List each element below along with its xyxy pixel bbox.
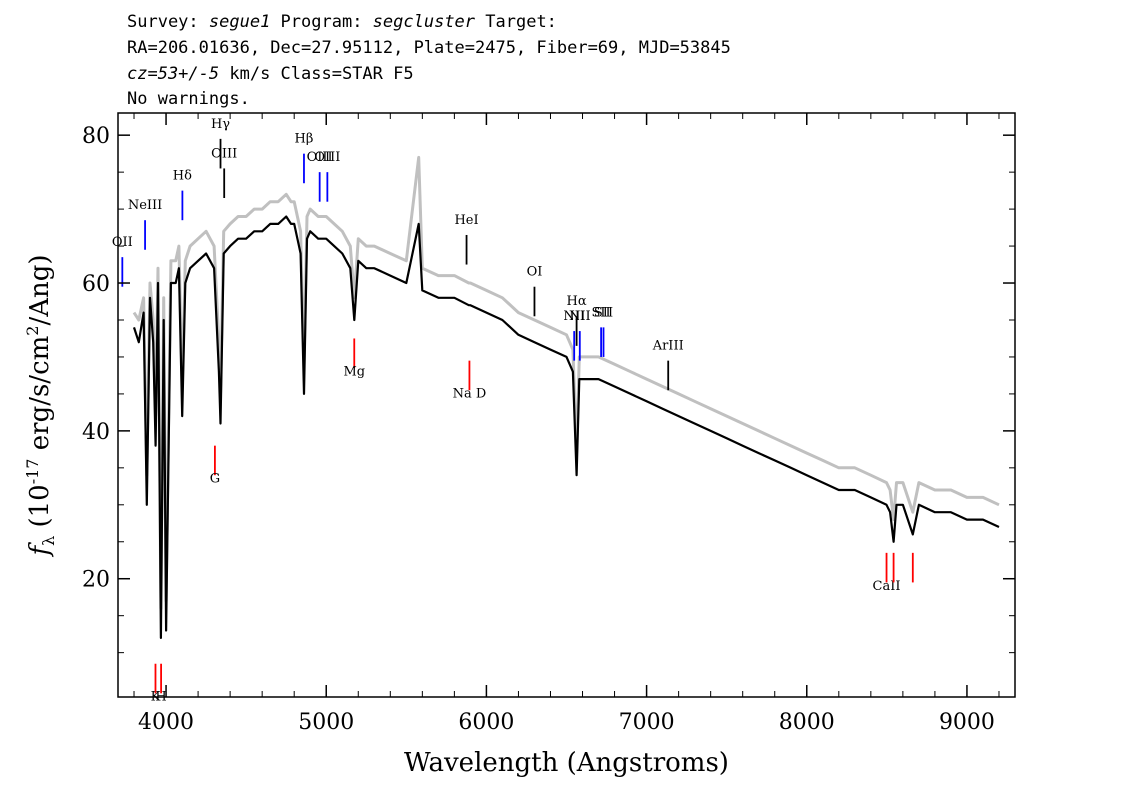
flux-layer (132, 215, 1000, 640)
header-line-4: No warnings. (127, 89, 250, 109)
y-label-exp2: 2 (23, 326, 42, 336)
x-tick-label: 4000 (138, 710, 194, 735)
y-label-mid: erg/s/cm (25, 336, 55, 459)
y-tick-label: 80 (82, 124, 110, 149)
emission-line-label: HeI (454, 213, 478, 228)
header-line-3: cz=53+/-5 km/s Class=STAR F5 (127, 64, 414, 84)
program-value: segcluster (372, 12, 476, 32)
absorption-line-label: G (210, 472, 220, 487)
emission-line-label: NII (563, 309, 585, 324)
emission-line-label: ArIII (652, 339, 684, 354)
x-tick-label: 7000 (619, 710, 675, 735)
axis-ticks: 4000 5000 6000 7000 8000 9000 20 40 60 80 (82, 113, 1015, 735)
cz-value: cz=53+/-5 (127, 64, 220, 84)
x-tick-label: 8000 (779, 710, 835, 735)
emission-line-label: Hδ (173, 169, 192, 184)
emission-line-label: OIII (314, 150, 340, 165)
emission-line-label: OI (527, 265, 543, 280)
survey-value: segue1 (208, 12, 271, 32)
error-layer (132, 155, 1000, 610)
y-label-rest: (10 (25, 484, 55, 536)
emission-line-label: OIII (211, 146, 237, 161)
emission-line-label: Hα (567, 294, 587, 309)
x-axis-label: Wavelength (Angstroms) (404, 748, 729, 778)
error-series-line (132, 155, 1000, 610)
y-tick-label: 20 (82, 568, 110, 593)
plot-frame (117, 112, 1016, 698)
y-label-sub: λ (39, 536, 58, 546)
target-label: Target: (475, 12, 557, 32)
emission-line-label: NII (569, 309, 591, 324)
y-label-exp1: -17 (23, 459, 42, 485)
emission-line-label: OII (112, 235, 133, 250)
y-tick-label: 60 (82, 272, 110, 297)
program-label: Program: (270, 12, 373, 32)
emission-line-label: OIII (307, 150, 333, 165)
flux-series-line (132, 215, 1000, 640)
x-tick-label: 5000 (298, 710, 354, 735)
emission-line-label: Hγ (211, 117, 230, 132)
absorption-line-label: Mg (343, 364, 365, 379)
x-tick-label: 6000 (458, 710, 514, 735)
emission-line-label: SII (592, 305, 611, 320)
header-line-1: Survey: segue1 Program: segcluster Targe… (127, 12, 557, 32)
emission-line-label: NeIII (128, 198, 162, 213)
y-axis-label: fλ (10-17 erg/s/cm2/Ang) (23, 254, 58, 557)
absorption-line-label: Na D (453, 387, 487, 402)
y-label-end: /Ang) (25, 254, 55, 325)
emission-line-label: Hβ (295, 132, 314, 147)
absorption-line-label: CaII (873, 579, 901, 594)
survey-label: Survey: (127, 12, 209, 32)
class-info: km/s Class=STAR F5 (219, 64, 414, 84)
emission-line-label: SII (594, 305, 613, 320)
header-line-2: RA=206.01636, Dec=27.95112, Plate=2475, … (127, 38, 731, 58)
x-tick-label: 9000 (939, 710, 995, 735)
y-tick-label: 40 (82, 420, 110, 445)
